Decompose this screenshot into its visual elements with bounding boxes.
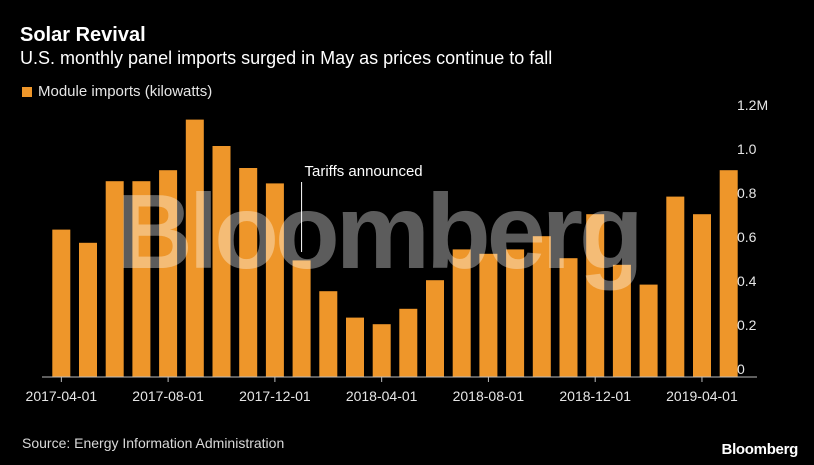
bar-2018-08-01	[479, 253, 498, 377]
bar-2017-09-01	[185, 119, 204, 377]
legend-swatch	[22, 86, 32, 97]
legend-label: Module imports (kilowatts)	[38, 83, 213, 100]
bar-2017-11-01	[239, 168, 258, 377]
source-note: Source: Energy Information Administratio…	[22, 435, 285, 451]
bar-2018-12-01	[586, 214, 605, 377]
watermark-text: Bloomberg	[116, 173, 639, 291]
x-tick-label: 2019-04-01	[666, 388, 738, 404]
x-tick-label: 2018-08-01	[453, 388, 525, 404]
bar-2017-05-01	[79, 242, 97, 377]
bar-2019-03-01	[666, 196, 685, 377]
chart-subtitle: U.S. monthly panel imports surged in May…	[20, 48, 553, 68]
y-tick-label: 0.4	[737, 273, 757, 289]
bar-2018-10-01	[532, 236, 551, 377]
annotation-label: Tariffs announced	[305, 163, 423, 180]
bar-2018-07-01	[452, 249, 471, 377]
y-tick-label: 0.2	[737, 317, 757, 333]
bar-2018-01-01	[292, 260, 311, 377]
bar-2017-08-01	[159, 170, 178, 377]
y-tick-label: 0.6	[737, 229, 757, 245]
bar-2017-04-01	[52, 229, 71, 377]
bloomberg-logo: Bloomberg	[721, 441, 799, 458]
bar-2019-05-01	[719, 170, 738, 377]
bar-2017-10-01	[212, 146, 231, 377]
bar-2019-02-01	[639, 284, 658, 377]
x-tick-label: 2018-04-01	[346, 388, 418, 404]
bar-2018-11-01	[559, 258, 578, 377]
bar-2017-06-01	[105, 181, 124, 377]
y-tick-label: 1.2M	[737, 97, 768, 113]
bar-2018-04-01	[372, 324, 391, 377]
y-tick-label: 1.0	[737, 141, 757, 157]
x-tick-label: 2018-12-01	[559, 388, 631, 404]
bar-2017-12-01	[265, 183, 284, 377]
y-tick-label: 0.8	[737, 185, 757, 201]
bar-2018-02-01	[319, 291, 338, 377]
bar-2019-04-01	[693, 214, 711, 377]
bar-2019-01-01	[612, 264, 631, 377]
bar-2018-09-01	[506, 249, 525, 377]
bar-2017-07-01	[132, 181, 151, 377]
x-tick-label: 2017-12-01	[239, 388, 311, 404]
bar-2018-03-01	[346, 317, 364, 377]
chart-title: Solar Revival	[20, 24, 146, 46]
bar-2018-05-01	[399, 308, 418, 377]
bar-2018-06-01	[426, 280, 444, 377]
x-tick-label: 2017-08-01	[132, 388, 204, 404]
legend: Module imports (kilowatts)	[22, 83, 212, 100]
x-tick-label: 2017-04-01	[26, 388, 98, 404]
y-tick-label: 0	[737, 361, 745, 377]
